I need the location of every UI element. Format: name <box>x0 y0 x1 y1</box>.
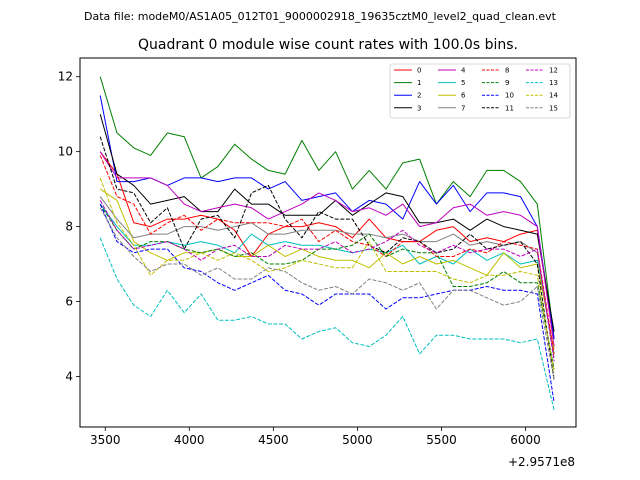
plot-series-group <box>99 76 555 411</box>
legend-label-5: 5 <box>461 79 465 87</box>
legend-label-2: 2 <box>417 92 421 100</box>
series-line-1 <box>99 76 555 340</box>
legend-label-0: 0 <box>417 67 421 75</box>
figure-suptitle: Data file: modeM0/AS1A05_012T01_90000029… <box>84 10 557 23</box>
y-tick-label: 12 <box>58 70 73 84</box>
series-line-13 <box>99 237 555 411</box>
y-tick-label: 10 <box>58 145 73 159</box>
legend-label-12: 12 <box>549 67 558 75</box>
x-tick-label: 3500 <box>90 433 121 447</box>
legend-label-3: 3 <box>417 104 421 112</box>
x-offset-label: +2.9571e8 <box>508 455 575 469</box>
legend-label-8: 8 <box>505 67 509 75</box>
legend-label-10: 10 <box>505 92 514 100</box>
x-tick-label: 5000 <box>342 433 373 447</box>
legend-label-14: 14 <box>549 92 558 100</box>
y-axis: 4 6 8 10 12 <box>58 70 80 383</box>
series-line-4 <box>99 151 555 347</box>
legend-label-6: 6 <box>461 92 466 100</box>
chart-title: Quadrant 0 module wise count rates with … <box>138 37 518 53</box>
series-line-10 <box>99 203 555 403</box>
series-line-8 <box>99 155 555 354</box>
x-tick-label: 4500 <box>258 433 289 447</box>
series-line-6 <box>99 188 555 351</box>
series-line-5 <box>99 203 555 354</box>
legend-label-7: 7 <box>461 104 465 112</box>
legend-label-11: 11 <box>505 104 514 112</box>
x-tick-label: 5500 <box>426 433 457 447</box>
series-line-11 <box>99 136 555 381</box>
legend-label-15: 15 <box>549 104 558 112</box>
legend-frame <box>389 63 571 119</box>
series-line-14 <box>99 177 555 373</box>
y-tick-label: 6 <box>65 295 73 309</box>
x-tick-label: 6000 <box>510 433 541 447</box>
plot-frame <box>79 57 577 428</box>
legend-label-13: 13 <box>549 79 558 87</box>
series-line-2 <box>99 95 555 340</box>
x-axis: 3500 4000 4500 5000 5500 6000 <box>90 427 541 447</box>
y-tick-label: 8 <box>65 220 73 234</box>
series-line-12 <box>99 200 555 362</box>
legend-label-4: 4 <box>461 67 466 75</box>
legend-label-1: 1 <box>417 79 421 87</box>
y-tick-label: 4 <box>65 369 73 383</box>
series-line-3 <box>99 114 555 332</box>
series-line-15 <box>99 207 555 381</box>
legend-label-9: 9 <box>505 79 509 87</box>
x-tick-label: 4000 <box>174 433 205 447</box>
series-line-7 <box>99 196 555 358</box>
